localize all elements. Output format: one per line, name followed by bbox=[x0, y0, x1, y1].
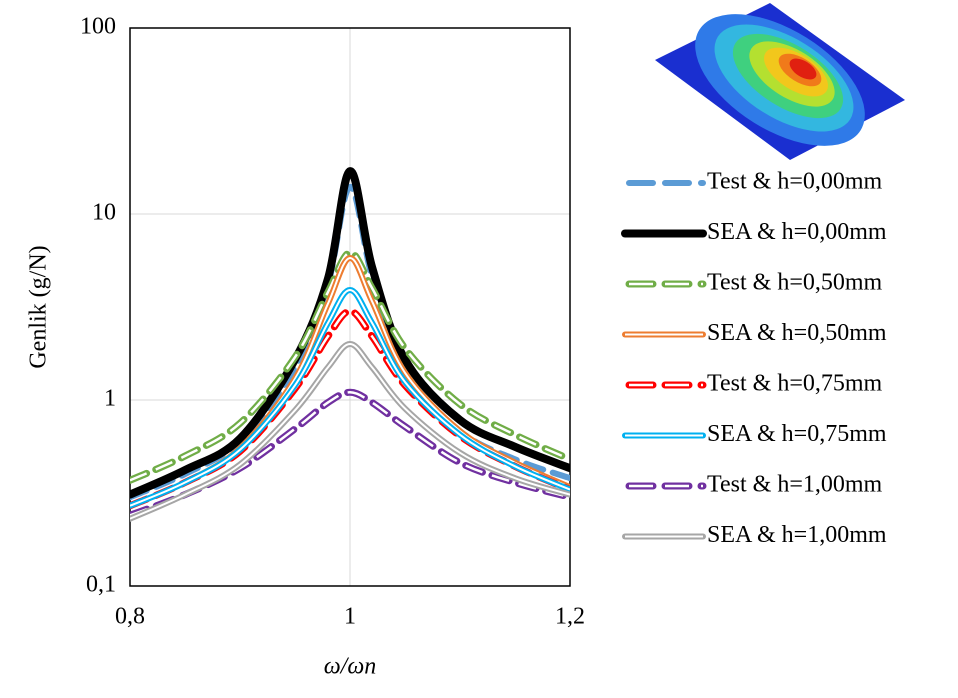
series-line-inner bbox=[130, 391, 570, 517]
series-line-inner bbox=[130, 289, 570, 507]
x-tick-label: 0,8 bbox=[115, 604, 145, 630]
y-tick-label: 0,1 bbox=[86, 572, 116, 598]
plot-border bbox=[129, 27, 571, 587]
x-tick-label: 1 bbox=[344, 604, 356, 630]
legend-label: SEA & h=1,00mm bbox=[707, 522, 887, 548]
series-line bbox=[130, 167, 570, 499]
legend-label: Test & h=1,00mm bbox=[707, 472, 883, 498]
legend-label: Test & h=0,50mm bbox=[707, 270, 883, 296]
legend-label: Test & h=0,00mm bbox=[707, 169, 883, 195]
y-axis-label: Genlik (g/N) bbox=[26, 245, 52, 368]
y-tick-label: 10 bbox=[92, 200, 116, 226]
legend-label: SEA & h=0,75mm bbox=[707, 421, 887, 447]
y-tick-label: 100 bbox=[80, 14, 116, 40]
plate-image bbox=[655, 3, 905, 160]
x-axis-label: ω/ωn bbox=[324, 654, 377, 680]
series-line bbox=[130, 249, 570, 484]
series-line-inner bbox=[130, 343, 570, 520]
legend-label: SEA & h=0,50mm bbox=[707, 320, 887, 346]
x-tick-label: 1,2 bbox=[555, 604, 585, 630]
y-tick-label: 1 bbox=[104, 386, 116, 412]
legend-label: SEA & h=0,00mm bbox=[707, 219, 887, 245]
legend-label: Test & h=0,75mm bbox=[707, 371, 883, 397]
